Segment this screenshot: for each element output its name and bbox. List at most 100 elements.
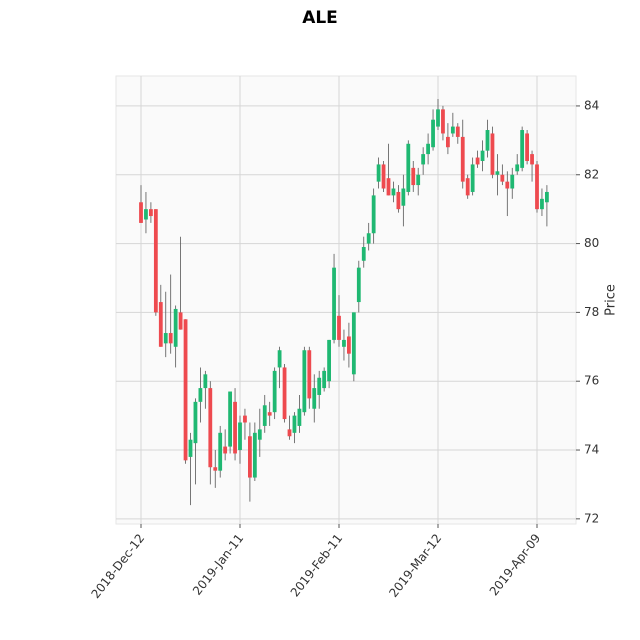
candle-body xyxy=(495,171,500,175)
candle-body xyxy=(238,422,242,451)
candle-body xyxy=(530,154,534,165)
candle-body xyxy=(545,191,549,203)
candle-body xyxy=(386,178,391,196)
candle-body xyxy=(233,401,237,454)
candle-body xyxy=(416,174,421,186)
candle-body xyxy=(376,164,381,182)
x-tick-label: 2019-Feb-11 xyxy=(288,531,346,599)
candle-body xyxy=(317,377,322,395)
candle-body xyxy=(218,432,223,471)
candle-body xyxy=(139,202,143,223)
candle-body xyxy=(302,350,307,413)
y-tick-label: 80 xyxy=(584,236,599,250)
candle-body xyxy=(163,333,168,344)
candle-body xyxy=(153,209,158,313)
candle-body xyxy=(460,136,465,182)
candle-body xyxy=(213,467,218,471)
candle-body xyxy=(401,188,406,206)
x-tick-label: 2019-Jan-11 xyxy=(190,531,246,598)
candle-body xyxy=(277,350,282,368)
x-tick-label: 2019-Mar-12 xyxy=(386,531,444,600)
candle-body xyxy=(510,174,515,189)
candle-body xyxy=(312,388,317,409)
candle-body xyxy=(455,126,460,137)
candle-body xyxy=(178,312,183,330)
candle-body xyxy=(272,370,277,413)
candle-body xyxy=(446,136,450,148)
candle-body xyxy=(292,415,297,433)
candle-body xyxy=(535,164,539,210)
y-tick-label: 74 xyxy=(584,443,599,457)
candle-body xyxy=(208,388,213,468)
candle-body xyxy=(505,181,510,189)
candle-body xyxy=(342,339,346,347)
candle-body xyxy=(168,333,173,344)
candle-body xyxy=(371,195,376,234)
candle-body xyxy=(193,401,198,444)
candle-body xyxy=(262,405,267,426)
candle-body xyxy=(158,302,163,347)
candle-body xyxy=(500,174,505,182)
candle-body xyxy=(267,412,272,416)
candle-body xyxy=(188,439,193,457)
y-tick-label: 84 xyxy=(584,98,599,112)
y-tick-label: 78 xyxy=(584,305,599,319)
candle-body xyxy=(322,370,327,389)
candle-body xyxy=(480,150,485,161)
candle-body xyxy=(243,415,247,423)
candle-body xyxy=(411,167,416,186)
candle-body xyxy=(337,315,341,340)
candle-body xyxy=(391,188,396,196)
candle-body xyxy=(525,133,529,161)
candle-body xyxy=(327,339,331,382)
candle-body xyxy=(431,119,435,148)
candle-body xyxy=(520,130,525,168)
candle-body xyxy=(282,367,287,420)
candle-body xyxy=(406,143,411,192)
candle-body xyxy=(396,191,401,210)
candle-body xyxy=(248,436,252,478)
candle-body xyxy=(441,109,445,134)
candle-body xyxy=(361,247,366,261)
candle-body xyxy=(203,374,208,389)
candle-body xyxy=(287,429,292,437)
candle-body xyxy=(356,267,361,303)
candle-body xyxy=(149,209,153,217)
candle-body xyxy=(485,130,490,151)
y-tick-label: 82 xyxy=(584,167,599,181)
candle-body xyxy=(351,312,356,375)
candle-body xyxy=(252,432,257,478)
candle-body xyxy=(332,267,336,340)
candle-body xyxy=(465,178,470,196)
candle-body xyxy=(450,126,455,134)
candle-body xyxy=(515,164,520,172)
candle-body xyxy=(223,446,228,454)
candle-body xyxy=(475,157,480,165)
x-tick-label: 2019-Apr-09 xyxy=(487,531,544,598)
x-tick-label: 2018-Dec-12 xyxy=(88,531,147,601)
y-tick-label: 76 xyxy=(584,374,599,388)
candle-body xyxy=(257,429,262,440)
candle-body xyxy=(381,164,386,189)
candle-body xyxy=(198,388,203,402)
candle-body xyxy=(426,143,430,155)
candle-body xyxy=(490,133,495,175)
candle-body xyxy=(144,209,148,220)
candle-body xyxy=(470,164,475,192)
candle-body xyxy=(173,308,178,347)
y-axis-label: Price xyxy=(604,284,619,316)
candle-body xyxy=(347,336,351,354)
candle-body xyxy=(307,350,312,399)
candle-body xyxy=(436,109,440,127)
chart-title: ALE xyxy=(302,8,338,28)
candle-body xyxy=(421,154,426,165)
plot-area xyxy=(115,75,577,525)
candle-body xyxy=(183,319,188,461)
candle-body xyxy=(366,233,371,244)
candle-body xyxy=(228,391,232,447)
y-tick-label: 72 xyxy=(584,511,599,525)
candle-body xyxy=(297,408,302,426)
candle-body xyxy=(540,198,544,210)
